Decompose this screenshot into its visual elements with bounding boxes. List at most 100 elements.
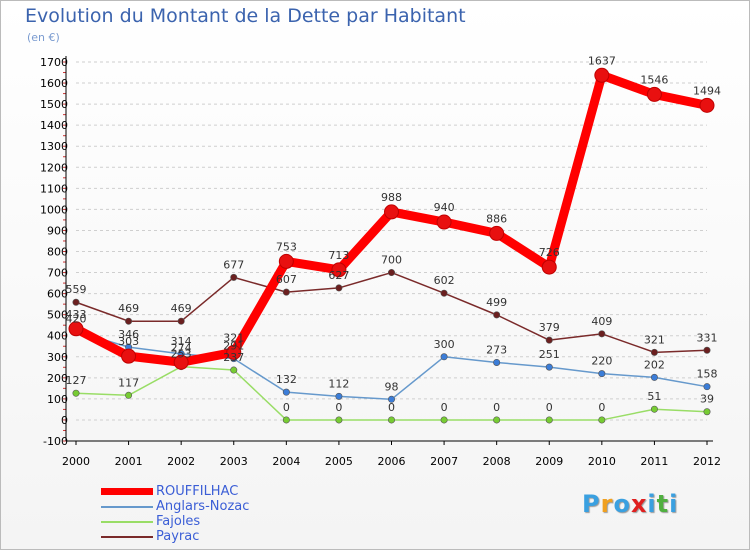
data-point xyxy=(699,97,715,113)
legend-label: Anglars-Nozac xyxy=(156,499,250,514)
data-point xyxy=(545,363,553,371)
data-labels: 433 303 274 321 753 713 988 940 886 726 1637 1546 14… xyxy=(66,54,722,414)
data-point xyxy=(282,388,290,396)
logo-letter: P xyxy=(582,490,601,518)
data-label: 0 xyxy=(493,401,500,414)
data-point xyxy=(335,416,343,424)
y-tick-label: 500 xyxy=(47,309,68,322)
y-tick-label: 1300 xyxy=(40,140,68,153)
logo-letter: i xyxy=(669,490,679,518)
data-point xyxy=(598,416,606,424)
data-point xyxy=(493,311,501,319)
data-label: 713 xyxy=(328,249,349,262)
data-point xyxy=(703,383,711,391)
data-label: 1494 xyxy=(693,84,721,97)
data-label: 158 xyxy=(697,368,718,381)
data-label: 314 xyxy=(171,335,192,348)
y-tick-label: 1400 xyxy=(40,119,68,132)
legend-swatch xyxy=(101,488,153,495)
y-tick-label: 1200 xyxy=(40,161,68,174)
data-label: 700 xyxy=(381,254,402,267)
data-label: 379 xyxy=(539,321,560,334)
data-point xyxy=(278,253,294,269)
data-label: 0 xyxy=(598,401,605,414)
data-point xyxy=(440,353,448,361)
data-label: 237 xyxy=(223,351,244,364)
data-label: 0 xyxy=(283,401,290,414)
x-tick-label: 2005 xyxy=(325,455,353,468)
data-label: 331 xyxy=(697,331,718,344)
logo-letter: r xyxy=(600,490,614,518)
data-label: 420 xyxy=(66,313,87,326)
data-point xyxy=(493,358,501,366)
legend-label: Fajoles xyxy=(156,514,201,529)
data-label: 117 xyxy=(118,376,139,389)
data-point xyxy=(650,348,658,356)
legend-item: Payrac xyxy=(101,529,301,544)
data-point xyxy=(436,214,452,230)
data-point xyxy=(387,395,395,403)
data-label: 98 xyxy=(385,380,399,393)
data-label: 1637 xyxy=(588,54,616,67)
data-point xyxy=(703,408,711,416)
legend-label: Payrac xyxy=(156,529,200,544)
x-tick-label: 2006 xyxy=(378,455,406,468)
x-tick-label: 2002 xyxy=(167,455,195,468)
data-point xyxy=(72,389,80,397)
data-label: 602 xyxy=(434,274,455,287)
data-label: 253 xyxy=(171,348,192,361)
x-tick-label: 2001 xyxy=(115,455,143,468)
data-label: 202 xyxy=(644,358,665,371)
data-point xyxy=(335,284,343,292)
x-tick-label: 2003 xyxy=(220,455,248,468)
y-axis-unit: (en €) xyxy=(27,31,60,44)
data-point xyxy=(650,373,658,381)
data-label: 607 xyxy=(276,273,297,286)
data-label: 251 xyxy=(539,348,560,361)
data-label: 346 xyxy=(118,328,139,341)
data-label: 499 xyxy=(486,296,507,309)
data-label: 51 xyxy=(647,390,661,403)
legend-item: Fajoles xyxy=(101,514,301,529)
data-point xyxy=(72,298,80,306)
logo-letter: x xyxy=(630,490,648,518)
x-tick-label: 2008 xyxy=(483,455,511,468)
data-label: 0 xyxy=(546,401,553,414)
logo-letter: i xyxy=(647,490,657,518)
data-label: 39 xyxy=(700,393,714,406)
data-point xyxy=(545,416,553,424)
data-point xyxy=(230,366,238,374)
logo-letter: o xyxy=(613,490,631,518)
data-point xyxy=(335,392,343,400)
data-point xyxy=(598,330,606,338)
data-label: 753 xyxy=(276,240,297,253)
data-point xyxy=(177,317,185,325)
y-tick-label: 1600 xyxy=(40,77,68,90)
data-point xyxy=(598,370,606,378)
y-tick-label: 300 xyxy=(47,351,68,364)
data-point xyxy=(493,416,501,424)
y-tick-label: 400 xyxy=(47,330,68,343)
data-label: 303 xyxy=(118,335,139,348)
data-label: 469 xyxy=(118,302,139,315)
data-point xyxy=(68,321,84,337)
data-label: 940 xyxy=(434,201,455,214)
data-point xyxy=(703,346,711,354)
legend-item: Anglars-Nozac xyxy=(101,499,301,514)
legend-swatch xyxy=(101,536,153,538)
data-label: 132 xyxy=(276,373,297,386)
data-point xyxy=(282,288,290,296)
data-point xyxy=(541,259,557,275)
data-point xyxy=(125,317,133,325)
y-tick-label: 1100 xyxy=(40,182,68,195)
y-tick-label: 900 xyxy=(47,224,68,237)
axes: -100010020030040050060070080090010001100… xyxy=(40,56,721,468)
series-lines xyxy=(68,67,715,424)
data-label: 0 xyxy=(335,401,342,414)
x-tick-label: 2007 xyxy=(430,455,458,468)
y-tick-label: 1700 xyxy=(40,56,68,69)
legend-swatch xyxy=(101,521,153,523)
data-label: 291 xyxy=(223,340,244,353)
data-label: 220 xyxy=(591,355,612,368)
